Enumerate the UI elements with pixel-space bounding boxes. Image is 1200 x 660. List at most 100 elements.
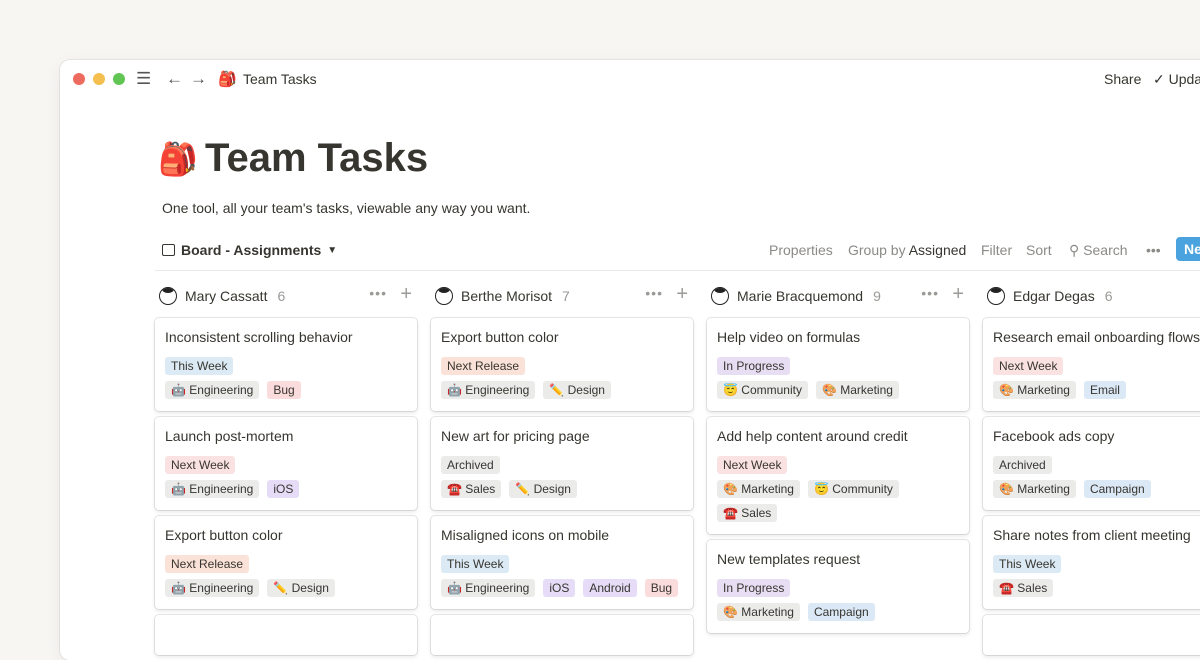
filter-button[interactable]: Filter (981, 242, 1013, 258)
task-card[interactable]: Launch post-mortem Next Week 🤖 Engineering… (155, 417, 417, 510)
task-card[interactable]: Facebook ads copy Archived 🎨 Marketing Camp… (983, 417, 1200, 510)
tag: Bug (267, 381, 301, 399)
engineering-emoji-icon: 🤖 (171, 482, 190, 496)
back-arrow-icon[interactable]: ← (166, 69, 183, 88)
breadcrumb-title[interactable]: Team Tasks (243, 71, 317, 87)
task-card[interactable] (155, 615, 417, 655)
share-button[interactable]: Share (1104, 71, 1142, 87)
task-card[interactable]: New art for pricing page Archived ☎️ Sales… (431, 417, 693, 510)
card-title: Facebook ads copy (993, 428, 1115, 444)
card-tags: Next Release 🤖 Engineering ✏️ Design (441, 357, 683, 399)
column-add-button[interactable]: + (400, 283, 412, 305)
tag-label: Marketing (741, 605, 794, 619)
column-more-button[interactable]: ••• (645, 285, 663, 301)
tag-row: 🤖 Engineering Bug (165, 381, 407, 399)
task-card[interactable]: Export button color Next Release 🤖 Enginee… (155, 516, 417, 609)
card-title (993, 626, 1200, 644)
tag-row: 🤖 Engineering iOS (165, 480, 407, 498)
marketing-emoji-icon: 🎨 (723, 605, 742, 619)
tag-row: ☎️ Sales ✏️ Design (441, 480, 683, 498)
menu-icon[interactable]: ☰ (136, 69, 152, 88)
status-row: Next Release (165, 555, 407, 573)
task-card[interactable]: Help video on formulas In Progress 😇 Commu… (707, 318, 969, 411)
task-card[interactable]: Inconsistent scrolling behavior This Week… (155, 318, 417, 411)
column-more-button[interactable]: ••• (921, 285, 939, 301)
design-emoji-icon: ✏️ (515, 482, 534, 496)
design-emoji-icon: ✏️ (549, 383, 568, 397)
column-add-button[interactable]: + (952, 283, 964, 305)
task-card[interactable]: Share notes from client meeting This Week… (983, 516, 1200, 609)
card-tags: Next Release 🤖 Engineering ✏️ Design (165, 555, 407, 597)
tag-row: ☎️ Sales (993, 579, 1200, 597)
status-tag: This Week (165, 357, 234, 375)
view-selector[interactable]: Board - Assignments ▼ (162, 242, 337, 258)
tag-label: Marketing (1017, 482, 1070, 496)
sort-button[interactable]: Sort (1026, 242, 1052, 258)
engineering-emoji-icon: 🤖 (447, 581, 466, 595)
status-tag: In Progress (717, 579, 791, 597)
search-icon: ⚲ (1069, 242, 1084, 258)
status-row: Next Week (165, 456, 407, 474)
card-tags: This Week 🤖 Engineering Bug (165, 357, 407, 399)
card-title: Share notes from client meeting (993, 527, 1191, 543)
status-row: In Progress (717, 357, 959, 375)
status-tag: This Week (993, 555, 1062, 573)
tag-row: 🎨 Marketing Campaign (717, 603, 959, 621)
task-card[interactable] (983, 615, 1200, 655)
task-card[interactable]: New templates request In Progress 🎨 Market… (707, 540, 969, 633)
task-card[interactable]: Add help content around credit Next Week 🎨… (707, 417, 969, 534)
sales-emoji-icon: ☎️ (723, 506, 742, 520)
tag-row: 😇 Community 🎨 Marketing (717, 381, 959, 399)
column-more-button[interactable]: ••• (369, 285, 387, 301)
page-title: Team Tasks (205, 136, 429, 180)
tag: 🎨 Marketing (815, 381, 899, 399)
task-card[interactable]: Research email onboarding flows Next Week… (983, 318, 1200, 411)
tag-row: 🤖 Engineering ✏️ Design (441, 381, 683, 399)
card-title: Misaligned icons on mobile (441, 527, 610, 543)
view-toolbar: Board - Assignments ▼ Properties Group b… (155, 232, 1200, 271)
tag-label: Email (1089, 383, 1120, 397)
column-add-button[interactable]: + (676, 283, 688, 305)
close-window-button[interactable] (73, 73, 85, 85)
properties-button[interactable]: Properties (769, 242, 833, 258)
page-icon[interactable]: 🎒 (158, 141, 198, 177)
tag-label: Engineering (465, 383, 530, 397)
board-column: Marie Bracquemond 9 ••• + Help video on form… (707, 282, 969, 633)
card-title: New templates request (717, 551, 861, 567)
column-count: 9 (873, 288, 881, 304)
forward-arrow-icon[interactable]: → (190, 69, 207, 88)
title-bar: ☰ ← → 🎒 Team Tasks Share ✓ Updates (60, 60, 1200, 98)
card-tags: Archived 🎨 Marketing Campaign (993, 456, 1200, 498)
community-emoji-icon: 😇 (813, 482, 833, 496)
search-button[interactable]: ⚲ Search (1069, 242, 1128, 259)
task-card[interactable]: Misaligned icons on mobile This Week 🤖 Eng… (431, 516, 693, 609)
tag: ☎️ Sales (717, 504, 778, 522)
tag-row: 🎨 Marketing 😇 Community ☎️ Sales (717, 480, 959, 522)
maximize-window-button[interactable] (113, 73, 125, 85)
new-button[interactable]: New (1176, 237, 1200, 261)
tag-label: Community (741, 383, 802, 397)
group-by-button[interactable]: Group by Assigned (848, 242, 966, 258)
status-row: Next Release (441, 357, 683, 375)
card-tags: In Progress 🎨 Marketing Campaign (717, 579, 959, 621)
card-tags: Next Week 🎨 Marketing Email (993, 357, 1200, 399)
updates-button[interactable]: ✓ Updates (1153, 71, 1200, 88)
tag-label: Sales (741, 506, 772, 520)
minimize-window-button[interactable] (93, 73, 105, 85)
tag-label: Campaign (1089, 482, 1145, 496)
group-by-label: Group by (848, 242, 906, 258)
task-card[interactable] (431, 615, 693, 655)
view-name: Board - Assignments (181, 242, 322, 258)
tag: 🤖 Engineering (165, 480, 260, 498)
task-card[interactable]: Export button color Next Release 🤖 Enginee… (431, 318, 693, 411)
tag-label: Sales (1017, 581, 1048, 595)
card-title (165, 626, 407, 644)
column-header: Marie Bracquemond 9 ••• + (707, 282, 969, 310)
status-tag: Archived (441, 456, 500, 474)
tag-label: Android (589, 581, 631, 595)
status-tag: Archived (993, 456, 1052, 474)
column-name: Edgar Degas 6 (1013, 288, 1113, 304)
more-options-button[interactable]: ••• (1146, 242, 1161, 258)
tag-label: Community (832, 482, 893, 496)
design-emoji-icon: ✏️ (273, 581, 292, 595)
